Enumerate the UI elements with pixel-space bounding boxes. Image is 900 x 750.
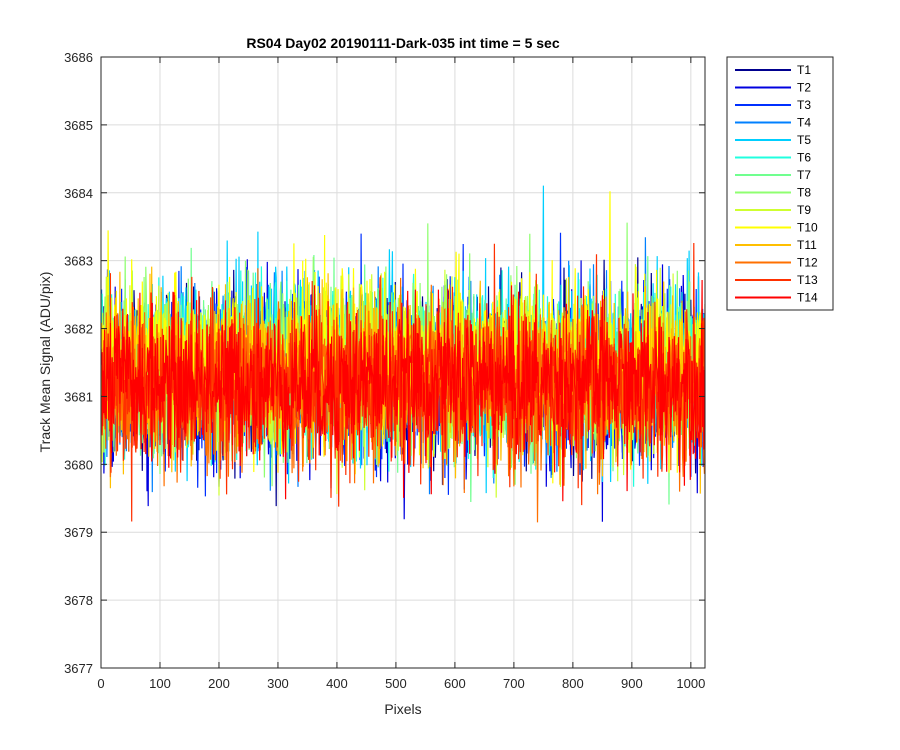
- y-tick-label: 3682: [64, 322, 93, 337]
- ticks: 0 100 200 300 400 500 600 700 800 900 1000 3677 3678…: [64, 50, 705, 691]
- legend[interactable]: T1 T2 T3 T4 T5 T6 T7 T8 T9 T10 T11 T12 T13 T14: [726, 56, 834, 311]
- y-tick-label: 3677: [64, 661, 93, 676]
- x-tick-label: 1000: [676, 676, 705, 691]
- y-tick-label: 3684: [64, 186, 93, 201]
- legend-label-t7: T7: [797, 168, 811, 182]
- y-tick-label: 3679: [64, 525, 93, 540]
- legend-label-t4: T4: [797, 116, 811, 130]
- x-tick-label: 100: [149, 676, 171, 691]
- x-tick-label: 200: [208, 676, 230, 691]
- x-tick-label: 300: [267, 676, 289, 691]
- legend-label-t2: T2: [797, 81, 811, 95]
- x-tick-label: 900: [621, 676, 643, 691]
- x-tick-label: 500: [385, 676, 407, 691]
- y-tick-label: 3683: [64, 254, 93, 269]
- legend-label-t13: T13: [797, 273, 818, 287]
- chart-title: RS04 Day02 20190111-Dark-035 int time = …: [246, 35, 559, 51]
- x-tick-label: 700: [503, 676, 525, 691]
- legend-label-t11: T11: [797, 238, 817, 252]
- legend-label-t12: T12: [797, 256, 818, 270]
- x-axis-label: Pixels: [384, 701, 421, 717]
- legend-label-t1: T1: [797, 63, 811, 77]
- legend-label-t9: T9: [797, 203, 811, 217]
- y-tick-label: 3681: [64, 389, 93, 404]
- x-tick-label: 800: [562, 676, 584, 691]
- legend-label-t6: T6: [797, 151, 811, 165]
- series-group: [101, 185, 705, 523]
- legend-label-t10: T10: [797, 221, 818, 235]
- y-tick-label: 3678: [64, 593, 93, 608]
- legend-box: [726, 56, 834, 311]
- y-tick-label: 3685: [64, 118, 93, 133]
- legend-label-t5: T5: [797, 133, 811, 147]
- x-tick-label: 0: [97, 676, 104, 691]
- x-tick-label: 600: [444, 676, 466, 691]
- y-axis-label: Track Mean Signal (ADU/pix): [37, 272, 53, 453]
- x-tick-label: 400: [326, 676, 348, 691]
- legend-label-t3: T3: [797, 98, 811, 112]
- y-tick-label: 3680: [64, 457, 93, 472]
- y-tick-label: 3686: [64, 50, 93, 65]
- legend-label-t14: T14: [797, 291, 818, 305]
- series-line-t14: [101, 279, 705, 502]
- plot-frame: [100, 56, 706, 669]
- legend-label-t8: T8: [797, 186, 811, 200]
